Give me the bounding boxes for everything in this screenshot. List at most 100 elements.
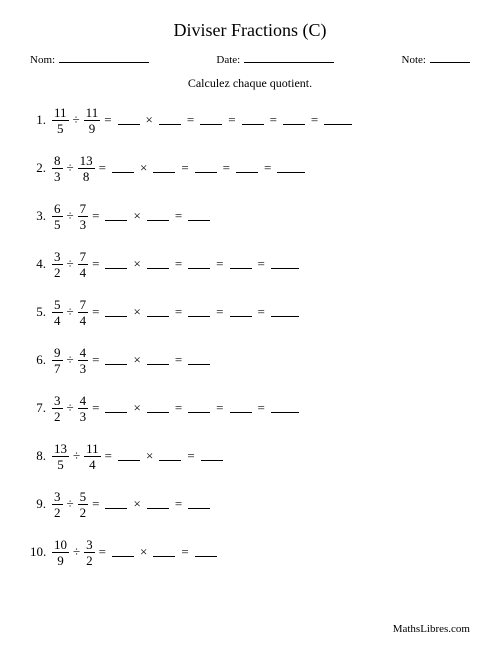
- problem-number: 1.: [30, 112, 52, 128]
- fraction: 138: [78, 154, 95, 183]
- fraction-numerator: 3: [84, 538, 95, 552]
- name-underline: [59, 51, 149, 63]
- answer-blank: [147, 499, 169, 509]
- answer-blank: [188, 403, 210, 413]
- answer-blank: [159, 451, 181, 461]
- problem-list: 1.115÷119=×====2.83÷138=×===3.65÷73=×=4.…: [30, 103, 470, 569]
- answer-blank: [271, 259, 299, 269]
- equals-sign: =: [88, 352, 103, 368]
- fraction-denominator: 5: [52, 217, 63, 231]
- fraction-numerator: 4: [78, 394, 89, 408]
- fraction: 32: [52, 394, 63, 423]
- fraction: 54: [52, 298, 63, 327]
- date-label: Date:: [216, 54, 240, 66]
- fraction-denominator: 5: [55, 457, 66, 471]
- fraction: 83: [52, 154, 63, 183]
- fraction-numerator: 11: [84, 442, 101, 456]
- times-sign: ×: [136, 544, 151, 560]
- answer-blank: [242, 115, 264, 125]
- divide-sign: ÷: [69, 544, 84, 560]
- problem-number: 4.: [30, 256, 52, 272]
- fraction-denominator: 5: [55, 121, 66, 135]
- fraction-denominator: 3: [52, 169, 63, 183]
- equals-sign: =: [177, 160, 192, 176]
- answer-blank: [188, 499, 210, 509]
- divide-sign: ÷: [63, 352, 78, 368]
- fraction-denominator: 2: [52, 265, 63, 279]
- fraction: 73: [78, 202, 89, 231]
- answer-blank: [201, 451, 223, 461]
- divide-sign: ÷: [63, 160, 78, 176]
- equals-sign: =: [307, 112, 322, 128]
- divide-sign: ÷: [63, 256, 78, 272]
- note-underline: [430, 51, 470, 63]
- date-underline: [244, 51, 334, 63]
- header-row: Nom: Date: Note:: [30, 51, 470, 66]
- equals-sign: =: [254, 256, 269, 272]
- problem-row: 7.32÷43=×===: [30, 391, 470, 425]
- answer-blank: [105, 403, 127, 413]
- fraction-numerator: 9: [52, 346, 63, 360]
- fraction-numerator: 3: [52, 490, 63, 504]
- times-sign: ×: [129, 208, 144, 224]
- fraction: 32: [52, 250, 63, 279]
- divide-sign: ÷: [69, 448, 84, 464]
- fraction-numerator: 3: [52, 250, 63, 264]
- fraction-numerator: 7: [78, 202, 89, 216]
- equals-sign: =: [95, 544, 110, 560]
- answer-blank: [105, 259, 127, 269]
- fraction: 43: [78, 346, 89, 375]
- problem-row: 4.32÷74=×===: [30, 247, 470, 281]
- fraction-numerator: 13: [52, 442, 69, 456]
- fraction-numerator: 4: [78, 346, 89, 360]
- equals-sign: =: [212, 400, 227, 416]
- answer-blank: [147, 307, 169, 317]
- fraction-numerator: 13: [78, 154, 95, 168]
- footer-text: MathsLibres.com: [393, 623, 470, 635]
- fraction: 109: [52, 538, 69, 567]
- answer-blank: [188, 211, 210, 221]
- answer-blank: [195, 163, 217, 173]
- note-label: Note:: [402, 54, 426, 66]
- answer-blank: [230, 259, 252, 269]
- problem-row: 10.109÷32=×=: [30, 535, 470, 569]
- fraction: 74: [78, 298, 89, 327]
- answer-blank: [283, 115, 305, 125]
- equals-sign: =: [95, 160, 110, 176]
- answer-blank: [277, 163, 305, 173]
- times-sign: ×: [129, 352, 144, 368]
- equals-sign: =: [254, 304, 269, 320]
- answer-blank: [153, 163, 175, 173]
- fraction: 32: [84, 538, 95, 567]
- divide-sign: ÷: [69, 112, 84, 128]
- instruction: Calculez chaque quotient.: [30, 76, 470, 91]
- equals-sign: =: [260, 160, 275, 176]
- times-sign: ×: [129, 400, 144, 416]
- fraction-numerator: 7: [78, 298, 89, 312]
- equals-sign: =: [171, 352, 186, 368]
- fraction-numerator: 3: [52, 394, 63, 408]
- problem-row: 2.83÷138=×===: [30, 151, 470, 185]
- fraction-denominator: 2: [52, 409, 63, 423]
- problem-number: 7.: [30, 400, 52, 416]
- problem-row: 5.54÷74=×===: [30, 295, 470, 329]
- fraction: 115: [52, 106, 69, 135]
- times-sign: ×: [142, 112, 157, 128]
- equals-sign: =: [254, 400, 269, 416]
- fraction-numerator: 11: [52, 106, 69, 120]
- equals-sign: =: [88, 496, 103, 512]
- problem-number: 8.: [30, 448, 52, 464]
- note-field: Note:: [402, 51, 470, 66]
- fraction: 74: [78, 250, 89, 279]
- answer-blank: [118, 451, 140, 461]
- problem-row: 6.97÷43=×=: [30, 343, 470, 377]
- fraction-denominator: 4: [78, 265, 89, 279]
- fraction: 135: [52, 442, 69, 471]
- fraction-denominator: 9: [55, 553, 66, 567]
- fraction-denominator: 8: [81, 169, 92, 183]
- fraction-denominator: 9: [87, 121, 98, 135]
- problem-row: 3.65÷73=×=: [30, 199, 470, 233]
- equals-sign: =: [212, 256, 227, 272]
- equals-sign: =: [101, 448, 116, 464]
- fraction: 114: [84, 442, 101, 471]
